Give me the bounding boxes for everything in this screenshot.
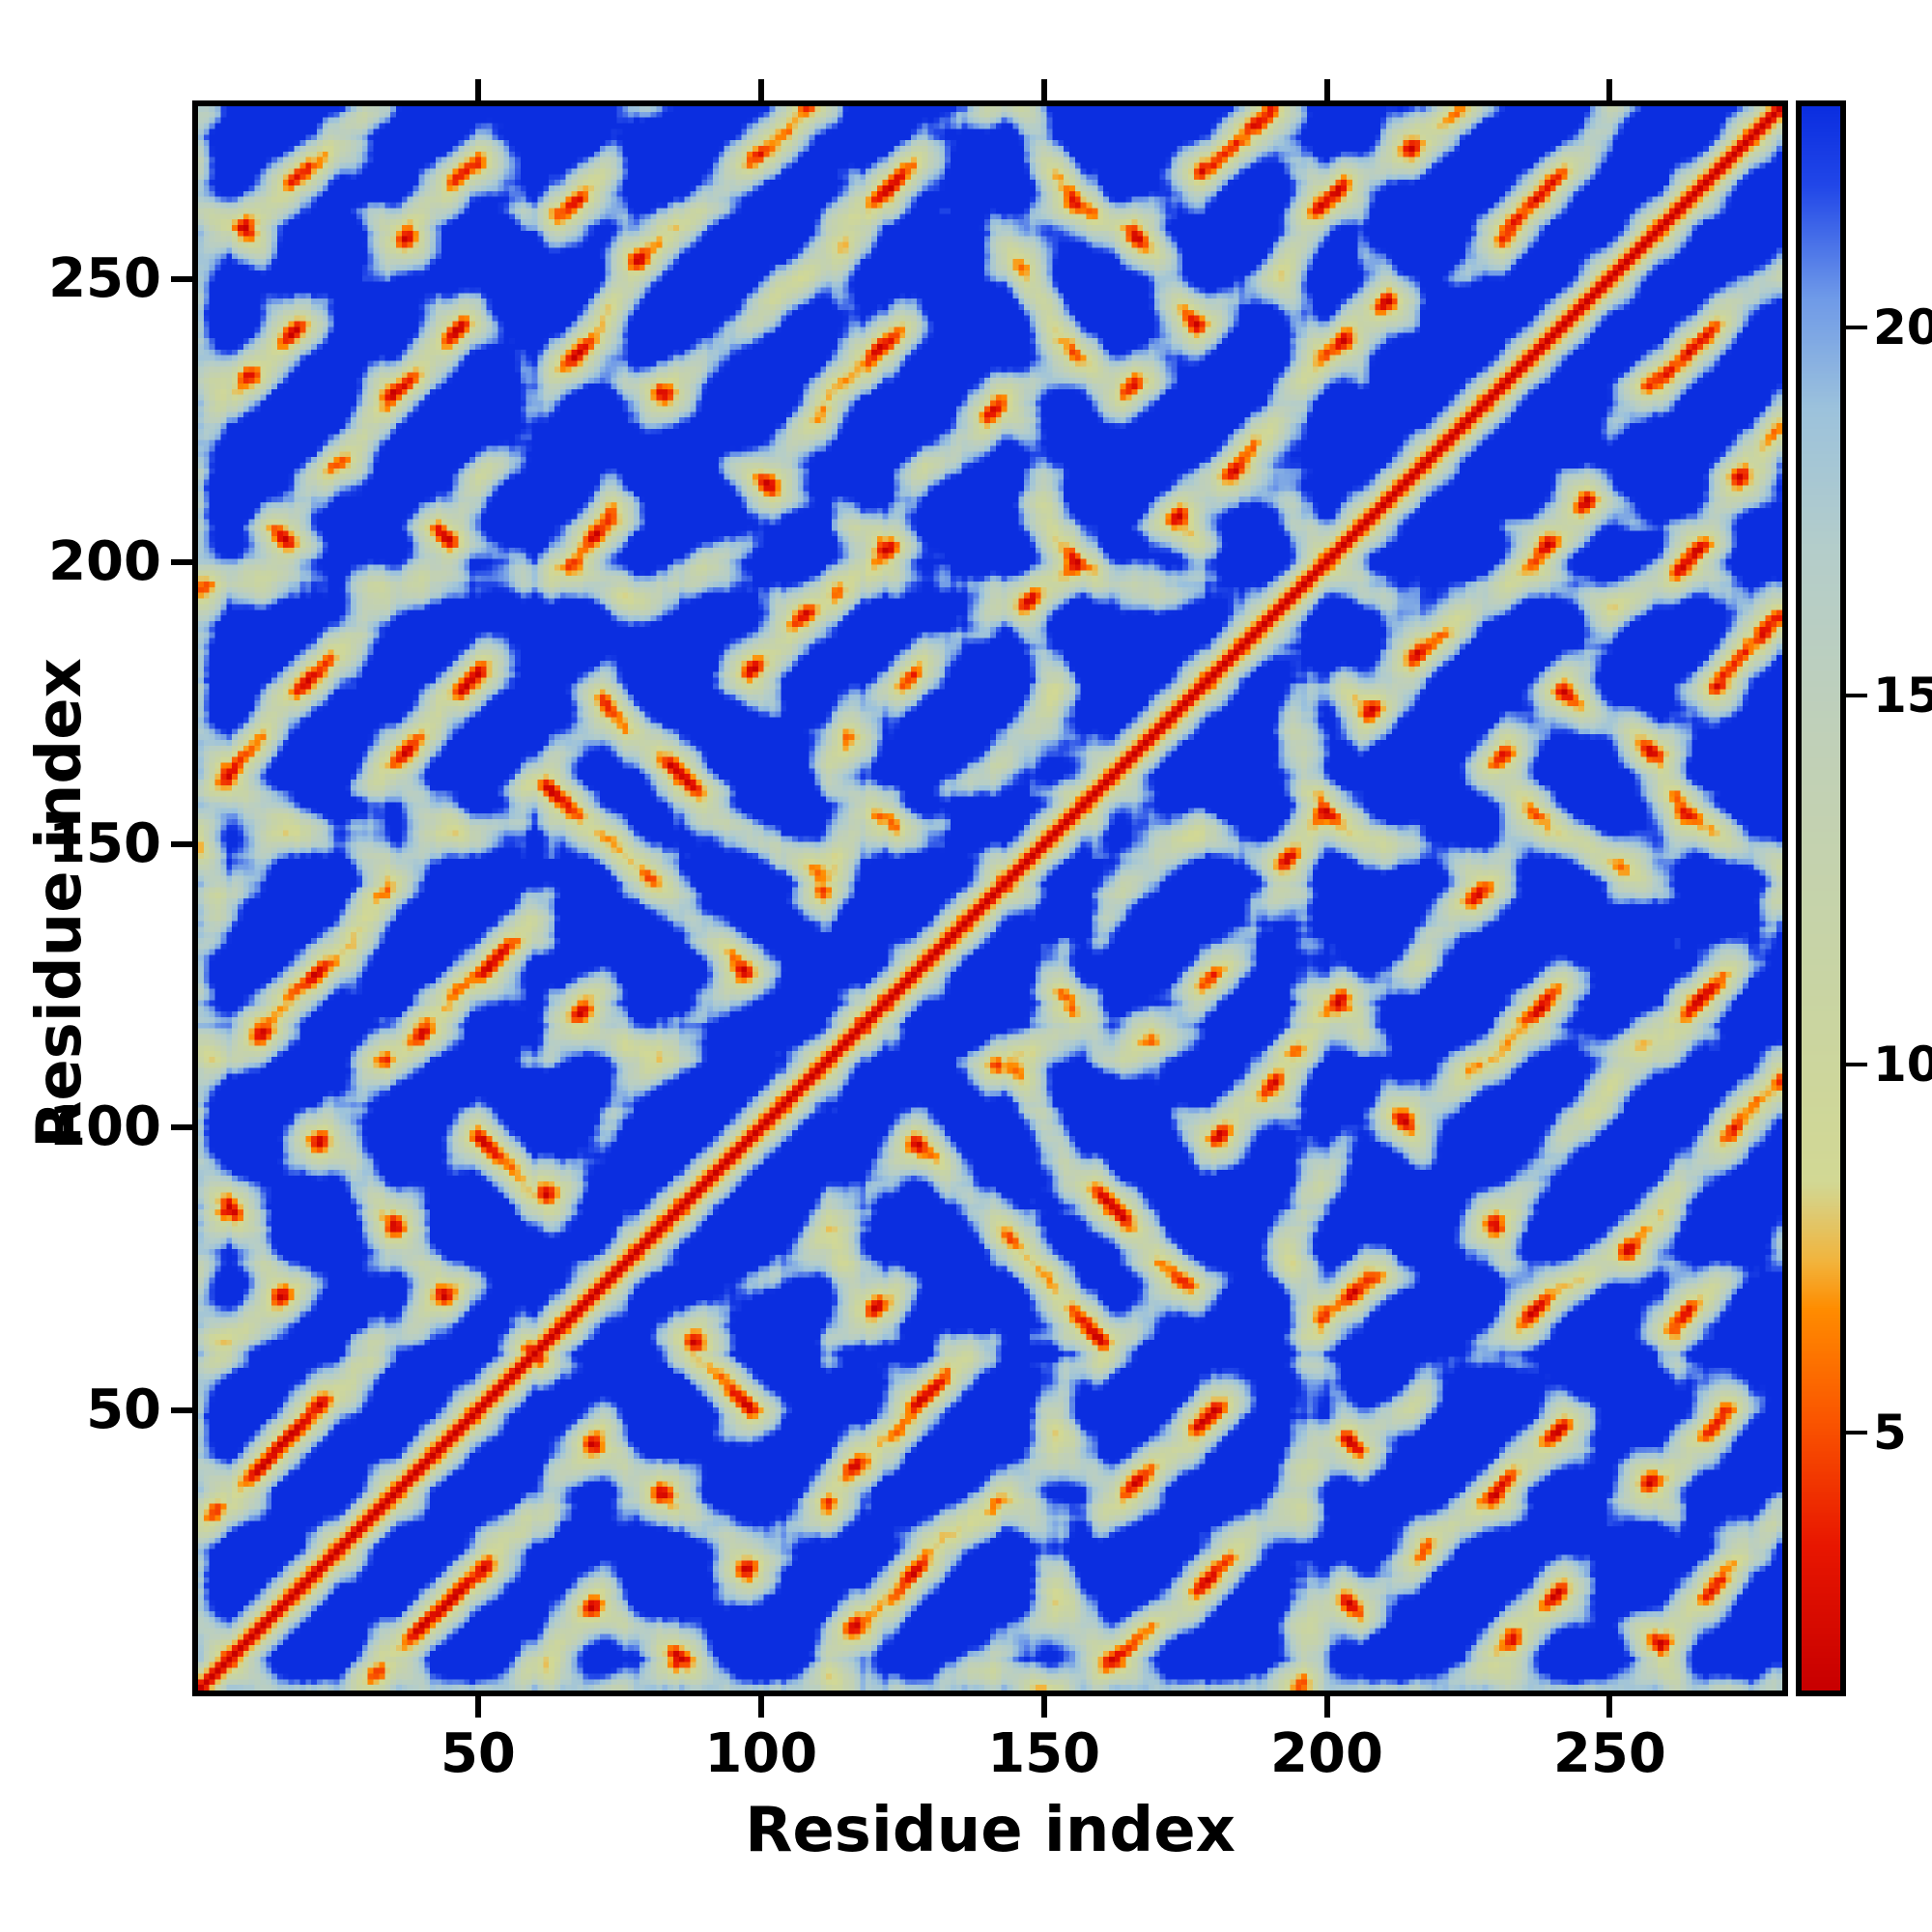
colorbar-tick xyxy=(1846,325,1867,329)
x-axis-label: Residue index xyxy=(745,1795,1236,1866)
y-axis-label: Residue index xyxy=(24,658,96,1149)
colorbar-tick xyxy=(1846,1431,1867,1435)
x-tick xyxy=(474,1696,481,1718)
colorbar-tick xyxy=(1846,694,1867,698)
plot-area xyxy=(192,100,1788,1696)
x-tick-top xyxy=(474,79,481,100)
colorbar-tick-label: 15 xyxy=(1873,668,1932,724)
colorbar-gradient xyxy=(1802,106,1840,1690)
heatmap-canvas xyxy=(198,106,1782,1690)
colorbar-tick-label: 20 xyxy=(1873,298,1932,355)
x-tick xyxy=(1040,1696,1047,1718)
x-tick-label: 150 xyxy=(987,1722,1101,1785)
y-tick xyxy=(171,841,192,848)
colorbar-tick-label: 10 xyxy=(1873,1036,1932,1093)
x-tick xyxy=(1323,1696,1330,1718)
colorbar xyxy=(1796,100,1846,1696)
y-tick xyxy=(171,1124,192,1131)
colorbar-tick xyxy=(1846,1062,1867,1066)
x-tick-label: 50 xyxy=(440,1722,516,1785)
x-tick-top xyxy=(1606,79,1613,100)
colorbar-tick-label: 5 xyxy=(1873,1405,1907,1462)
x-tick xyxy=(1606,1696,1613,1718)
x-tick-top xyxy=(757,79,764,100)
x-tick xyxy=(757,1696,764,1718)
x-tick-label: 100 xyxy=(704,1722,818,1785)
x-tick-label: 200 xyxy=(1270,1722,1383,1785)
y-tick xyxy=(171,558,192,565)
x-tick-top xyxy=(1323,79,1330,100)
x-tick-top xyxy=(1040,79,1047,100)
x-tick-label: 250 xyxy=(1552,1722,1666,1785)
y-tick xyxy=(171,1407,192,1414)
y-tick xyxy=(171,275,192,282)
